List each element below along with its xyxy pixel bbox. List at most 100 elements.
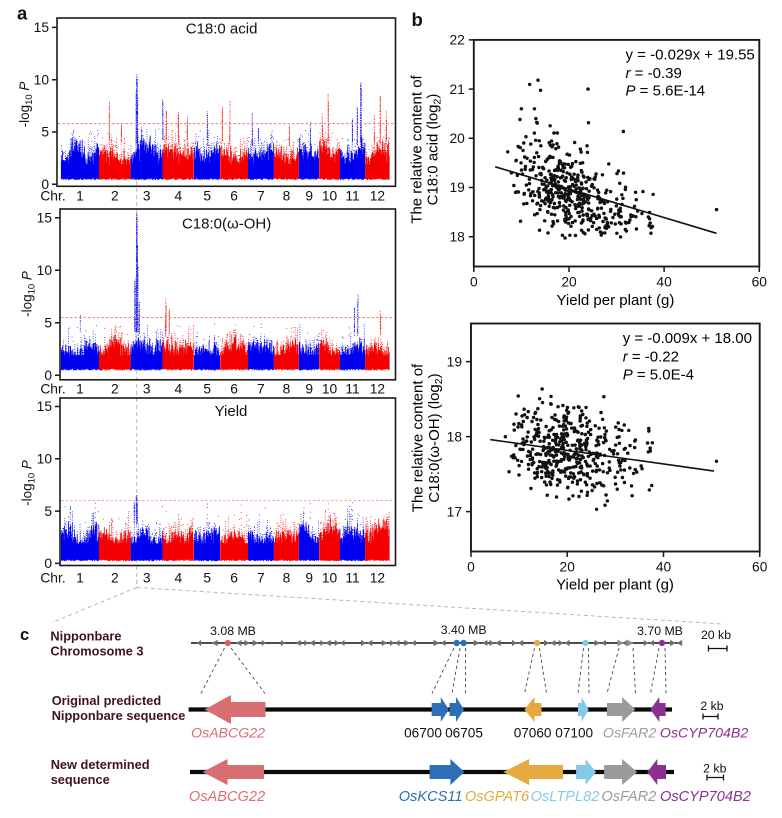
- svg-text:07100: 07100: [555, 726, 593, 741]
- svg-text:20: 20: [560, 560, 576, 575]
- svg-text:8: 8: [283, 382, 291, 397]
- svg-text:20: 20: [449, 131, 465, 146]
- svg-text:P = 5.0E-4: P = 5.0E-4: [623, 366, 694, 383]
- svg-text:5: 5: [203, 382, 211, 397]
- svg-text:3: 3: [143, 189, 151, 204]
- svg-text:OsFAR2: OsFAR2: [601, 789, 656, 805]
- svg-text:07060: 07060: [514, 726, 552, 741]
- svg-text:OsABCG22: OsABCG22: [191, 726, 265, 742]
- svg-text:1: 1: [76, 382, 84, 397]
- svg-text:4: 4: [175, 382, 183, 397]
- svg-text:OsKCS11: OsKCS11: [399, 789, 463, 805]
- svg-text:06700: 06700: [404, 726, 442, 741]
- svg-text:2: 2: [111, 189, 119, 204]
- svg-text:15: 15: [37, 211, 53, 226]
- svg-text:6: 6: [230, 382, 238, 397]
- svg-text:3: 3: [143, 571, 151, 586]
- svg-text:12: 12: [370, 189, 385, 204]
- svg-text:19: 19: [449, 180, 465, 195]
- svg-text:2 kb: 2 kb: [703, 762, 726, 776]
- svg-text:New determined: New determined: [51, 757, 150, 772]
- svg-text:c: c: [20, 626, 29, 644]
- svg-text:18: 18: [449, 229, 465, 244]
- svg-text:OsABCG22: OsABCG22: [189, 789, 265, 805]
- svg-text:The relative content of: The relative content of: [408, 74, 425, 223]
- svg-text:0: 0: [41, 177, 49, 192]
- svg-text:OsGPAT6: OsGPAT6: [465, 789, 530, 805]
- svg-text:C18:0 acid: C18:0 acid: [186, 21, 258, 38]
- svg-text:5: 5: [44, 504, 52, 519]
- svg-text:60: 60: [752, 560, 768, 575]
- svg-text:12: 12: [370, 571, 385, 586]
- svg-text:OsCYP704B2: OsCYP704B2: [660, 726, 748, 742]
- svg-text:22: 22: [449, 33, 464, 48]
- svg-text:a: a: [17, 3, 28, 24]
- svg-text:11: 11: [345, 189, 359, 204]
- svg-text:6: 6: [230, 571, 238, 586]
- svg-text:OsCYP704B2: OsCYP704B2: [660, 789, 751, 805]
- svg-text:-log10 P: -log10 P: [20, 460, 38, 506]
- svg-text:r = -0.22: r = -0.22: [623, 349, 679, 366]
- svg-text:21: 21: [449, 82, 464, 97]
- svg-text:5: 5: [44, 316, 52, 331]
- svg-text:60: 60: [752, 275, 768, 290]
- svg-text:0: 0: [44, 556, 52, 571]
- svg-text:40: 40: [656, 275, 672, 290]
- svg-text:C18:0(ω-OH): C18:0(ω-OH): [182, 216, 271, 233]
- svg-text:Original predicted: Original predicted: [52, 693, 162, 708]
- svg-text:9: 9: [305, 571, 313, 586]
- svg-text:15: 15: [34, 20, 50, 35]
- svg-text:17: 17: [447, 504, 462, 519]
- svg-text:7: 7: [257, 382, 265, 397]
- svg-text:20 kb: 20 kb: [701, 628, 731, 642]
- svg-text:Yield per plant (g): Yield per plant (g): [556, 577, 674, 594]
- svg-text:06705: 06705: [445, 726, 483, 741]
- svg-text:19: 19: [447, 354, 463, 369]
- svg-text:15: 15: [37, 399, 53, 414]
- svg-text:10: 10: [322, 189, 338, 204]
- svg-text:3.08 MB: 3.08 MB: [210, 624, 256, 638]
- svg-text:5: 5: [203, 571, 211, 586]
- svg-text:3.40 MB: 3.40 MB: [441, 623, 487, 637]
- svg-text:1: 1: [76, 189, 84, 204]
- svg-text:OsFAR2: OsFAR2: [603, 726, 656, 742]
- svg-text:r = -0.39: r = -0.39: [626, 65, 682, 82]
- svg-text:10: 10: [37, 263, 53, 278]
- svg-text:10: 10: [322, 571, 338, 586]
- svg-text:40: 40: [656, 560, 672, 575]
- svg-text:2 kb: 2 kb: [700, 699, 723, 713]
- svg-text:0: 0: [44, 368, 52, 383]
- svg-text:2: 2: [111, 382, 119, 397]
- svg-text:10: 10: [322, 382, 338, 397]
- svg-text:18: 18: [447, 429, 463, 444]
- svg-text:1: 1: [76, 571, 84, 586]
- svg-text:12: 12: [370, 382, 385, 397]
- svg-text:C18:0(ω-OH) (log2): C18:0(ω-OH) (log2): [426, 373, 445, 502]
- svg-text:7: 7: [257, 189, 265, 204]
- svg-text:OsLTPL82: OsLTPL82: [531, 789, 600, 805]
- svg-text:0: 0: [470, 275, 478, 290]
- svg-text:Nipponbare: Nipponbare: [50, 629, 121, 644]
- svg-text:0: 0: [467, 560, 475, 575]
- svg-text:-log10 P: -log10 P: [20, 271, 38, 317]
- svg-text:sequence: sequence: [51, 772, 110, 787]
- svg-text:10: 10: [34, 72, 50, 87]
- svg-text:7: 7: [257, 571, 265, 586]
- svg-text:y = -0.029x + 19.55: y = -0.029x + 19.55: [626, 47, 755, 64]
- svg-text:Nipponbare sequence: Nipponbare sequence: [52, 708, 186, 723]
- svg-text:3.70 MB: 3.70 MB: [637, 624, 683, 638]
- svg-text:9: 9: [305, 382, 313, 397]
- svg-text:Yield per plant (g): Yield per plant (g): [556, 292, 674, 309]
- svg-text:4: 4: [175, 571, 183, 586]
- svg-text:3: 3: [143, 382, 151, 397]
- svg-text:Chromosome 3: Chromosome 3: [50, 644, 143, 659]
- svg-text:2: 2: [111, 571, 119, 586]
- svg-text:5: 5: [203, 189, 211, 204]
- svg-text:11: 11: [345, 382, 359, 397]
- svg-text:Chr.: Chr.: [40, 571, 65, 586]
- svg-text:-log10 P: -log10 P: [17, 82, 35, 128]
- svg-text:8: 8: [283, 189, 291, 204]
- svg-text:5: 5: [41, 125, 49, 140]
- svg-text:8: 8: [283, 571, 291, 586]
- svg-text:10: 10: [37, 452, 53, 467]
